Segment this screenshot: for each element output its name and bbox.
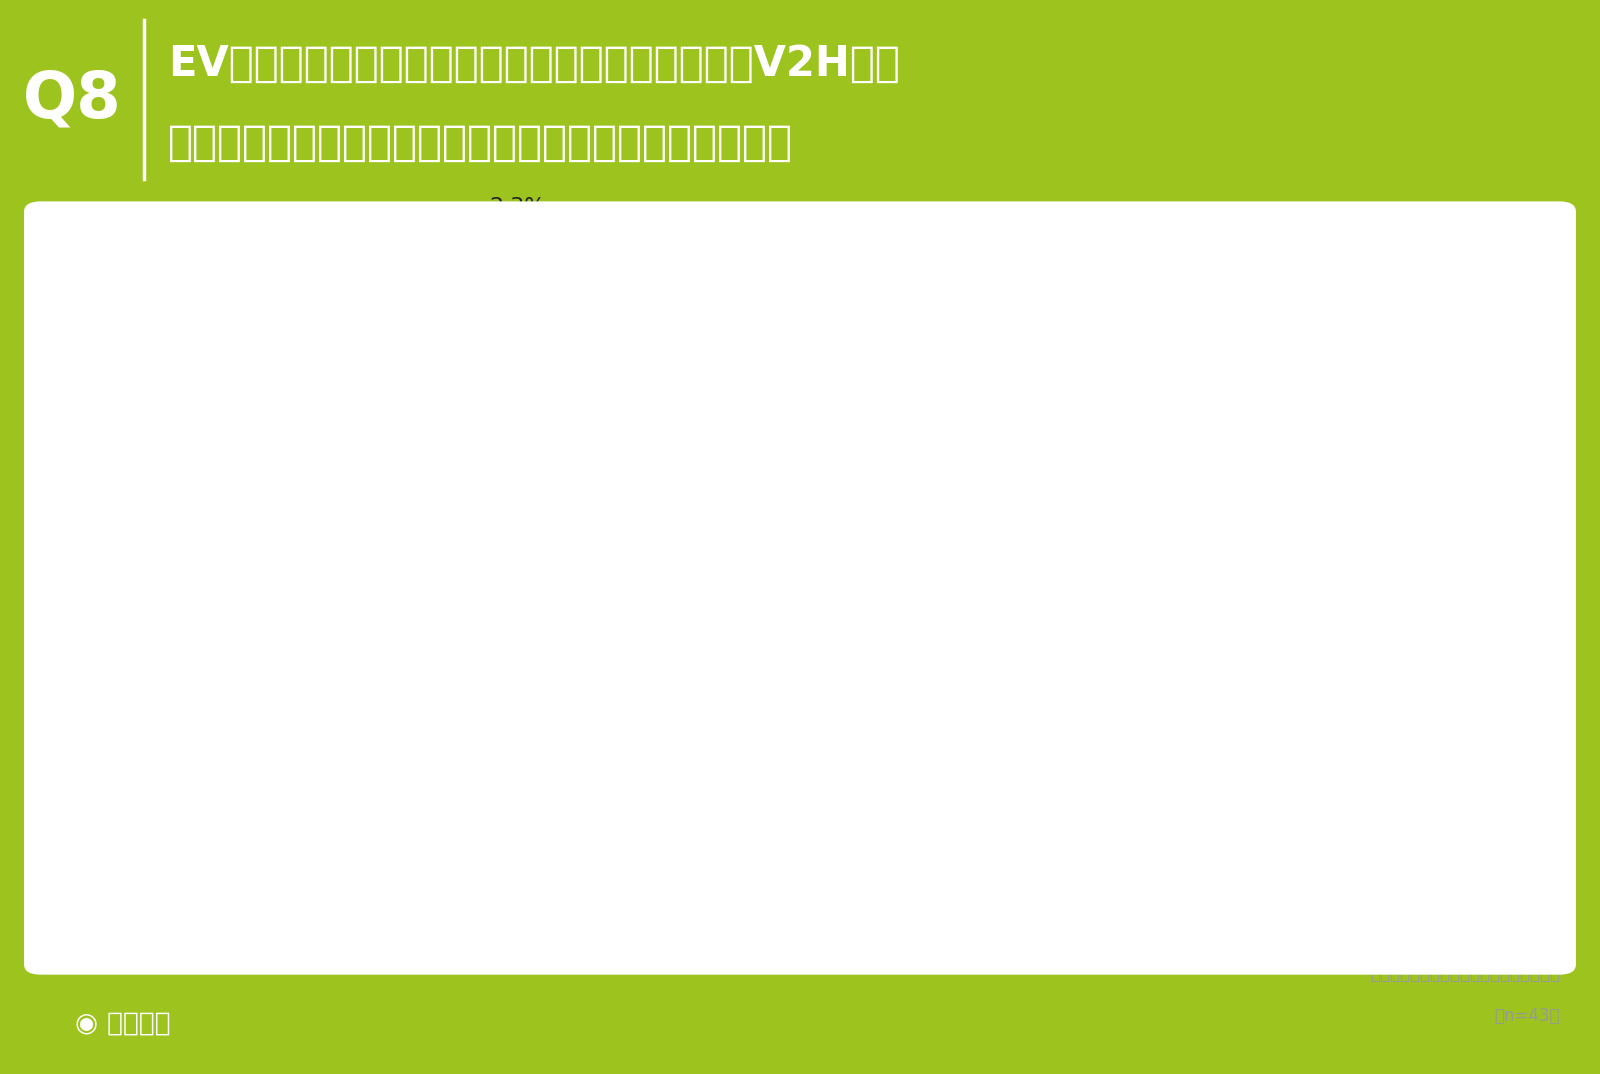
FancyBboxPatch shape	[0, 987, 312, 1064]
Text: 2.3%: 2.3%	[946, 609, 1038, 642]
Text: による電気代削減の試算の掛け合わせを行いましたか。: による電気代削減の試算の掛け合わせを行いましたか。	[168, 122, 794, 164]
Text: 行えなかった: 行えなかった	[1131, 654, 1227, 680]
Text: （n=43）: （n=43）	[1494, 1007, 1560, 1025]
Text: 再エネ自家消費への興味に関する意識調査: 再エネ自家消費への興味に関する意識調査	[1370, 966, 1560, 983]
Wedge shape	[360, 357, 435, 589]
Wedge shape	[200, 353, 670, 823]
Point	[869, 775, 894, 793]
Text: 2.4%: 2.4%	[946, 767, 1038, 800]
Text: 検討・依頼したが: 検討・依頼したが	[1131, 571, 1259, 597]
Point	[869, 451, 894, 468]
Text: 行っていない: 行っていない	[1131, 812, 1227, 838]
Text: EV購入によるガソリン代削減の試算と、太陽光・V2H活用: EV購入によるガソリン代削減の試算と、太陽光・V2H活用	[168, 43, 899, 85]
Wedge shape	[394, 353, 435, 589]
Text: 行った: 行った	[1131, 447, 1179, 474]
Text: 95.4%: 95.4%	[946, 444, 1062, 477]
Text: 検討・依頼もしておらず: 検討・依頼もしておらず	[1131, 729, 1307, 755]
Text: ◉ リサピー: ◉ リサピー	[75, 1011, 171, 1036]
Text: 2.3%: 2.3%	[355, 221, 411, 241]
Text: 国際航業株式会社: 国際航業株式会社	[1480, 924, 1560, 941]
Text: Q8: Q8	[22, 69, 122, 130]
Text: 95.4%: 95.4%	[382, 898, 488, 927]
Point	[869, 616, 894, 634]
Text: 2.3%: 2.3%	[490, 198, 546, 217]
